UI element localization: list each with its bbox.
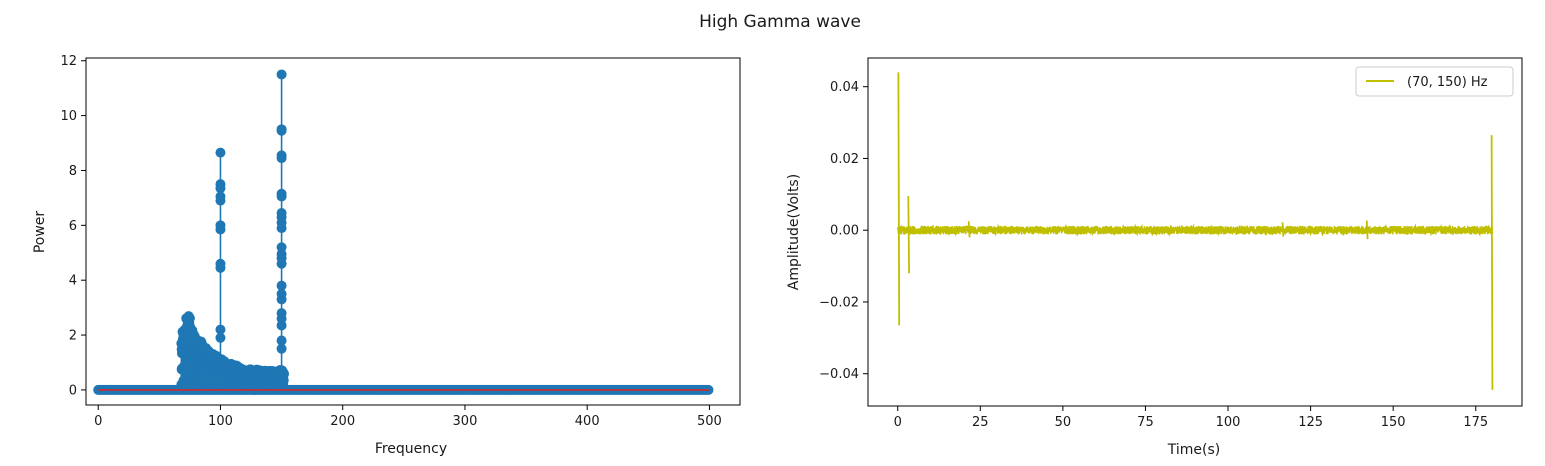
peak-marker xyxy=(276,191,287,202)
peak-marker xyxy=(276,258,287,269)
stem-marker xyxy=(279,368,290,379)
plot-area-right xyxy=(867,57,1523,407)
y-tick-label-left: 10 xyxy=(60,109,77,124)
signal-spike xyxy=(1490,135,1494,390)
y-axis-label-right: Amplitude(Volts) xyxy=(786,174,802,290)
signal-spike xyxy=(1281,222,1285,237)
peak-marker xyxy=(215,147,226,158)
peak-marker xyxy=(215,332,226,343)
stem-marker xyxy=(184,313,195,324)
left-axes: 0 100 200 300 400 500 0 2 4 6 8 10 12 xyxy=(60,54,721,429)
y-tick-label-left: 2 xyxy=(69,329,77,344)
peak-marker xyxy=(215,324,226,335)
peak-marker xyxy=(276,125,287,136)
x-tick-label-right: 175 xyxy=(1463,415,1488,430)
peak-marker xyxy=(276,153,287,164)
time-series-chart: 0 25 50 75 100 125 150 175 −0.04 −0.02 0.00 0.02 0.0… xyxy=(786,57,1523,458)
peak-marker xyxy=(276,320,287,331)
x-tick-label-left: 300 xyxy=(453,414,478,429)
y-tick-label-left: 4 xyxy=(69,274,77,289)
peak-marker xyxy=(215,183,226,194)
y-tick-label-right: 0.04 xyxy=(830,80,859,95)
signal-spike xyxy=(907,196,910,274)
y-tick-label-right: 0.02 xyxy=(830,152,859,167)
y-tick-label-left: 6 xyxy=(69,219,77,234)
y-tick-label-left: 0 xyxy=(69,383,77,398)
signal-line xyxy=(897,223,1493,237)
x-tick-label-right: 125 xyxy=(1298,415,1323,430)
peak-marker xyxy=(215,195,226,206)
y-axis-label-left: Power xyxy=(32,211,48,254)
peak-marker xyxy=(276,223,287,234)
power-spectrum-chart: 0 100 200 300 400 500 0 2 4 6 8 10 12 Frequency Powe… xyxy=(32,54,741,457)
x-tick-label-left: 400 xyxy=(575,414,600,429)
right-axes: 0 25 50 75 100 125 150 175 −0.04 −0.02 0.00 0.02 0.0… xyxy=(819,80,1488,430)
peak-marker xyxy=(276,280,287,291)
x-tick-label-left: 100 xyxy=(208,414,233,429)
peak-marker xyxy=(276,335,287,346)
figure-title: High Gamma wave xyxy=(699,12,861,32)
peak-marker xyxy=(215,262,226,273)
legend-label: (70, 150) Hz xyxy=(1407,75,1488,90)
signal-spike xyxy=(1365,220,1369,240)
y-tick-label-right: 0.00 xyxy=(830,224,859,239)
x-tick-label-left: 500 xyxy=(697,414,722,429)
stem-marks xyxy=(93,69,714,395)
peak-marker xyxy=(276,313,287,324)
x-tick-label-right: 150 xyxy=(1381,415,1406,430)
signal-spike xyxy=(897,72,901,326)
x-tick-label-right: 75 xyxy=(1137,415,1154,430)
x-tick-label-right: 25 xyxy=(972,415,989,430)
y-tick-label-left: 8 xyxy=(69,164,77,179)
peak-marker xyxy=(276,242,287,253)
peak-marker xyxy=(276,343,287,354)
peak-marker xyxy=(276,69,287,80)
y-tick-label-right: −0.02 xyxy=(819,295,859,310)
x-axis-label-left: Frequency xyxy=(375,441,447,457)
line-marks xyxy=(897,72,1494,390)
y-tick-label-right: −0.04 xyxy=(819,367,859,382)
x-tick-label-right: 50 xyxy=(1055,415,1072,430)
signal-spike xyxy=(967,221,971,238)
plot-area-left xyxy=(85,57,741,406)
y-tick-label-left: 12 xyxy=(60,54,77,69)
peak-marker xyxy=(215,224,226,235)
x-axis-label-right: Time(s) xyxy=(1167,442,1220,458)
x-tick-label-right: 0 xyxy=(894,415,902,430)
x-tick-label-right: 100 xyxy=(1216,415,1241,430)
legend-box xyxy=(1355,66,1514,97)
x-tick-label-left: 200 xyxy=(330,414,355,429)
x-tick-label-left: 0 xyxy=(94,414,102,429)
legend: (70, 150) Hz xyxy=(1355,66,1514,97)
peak-marker xyxy=(276,294,287,305)
